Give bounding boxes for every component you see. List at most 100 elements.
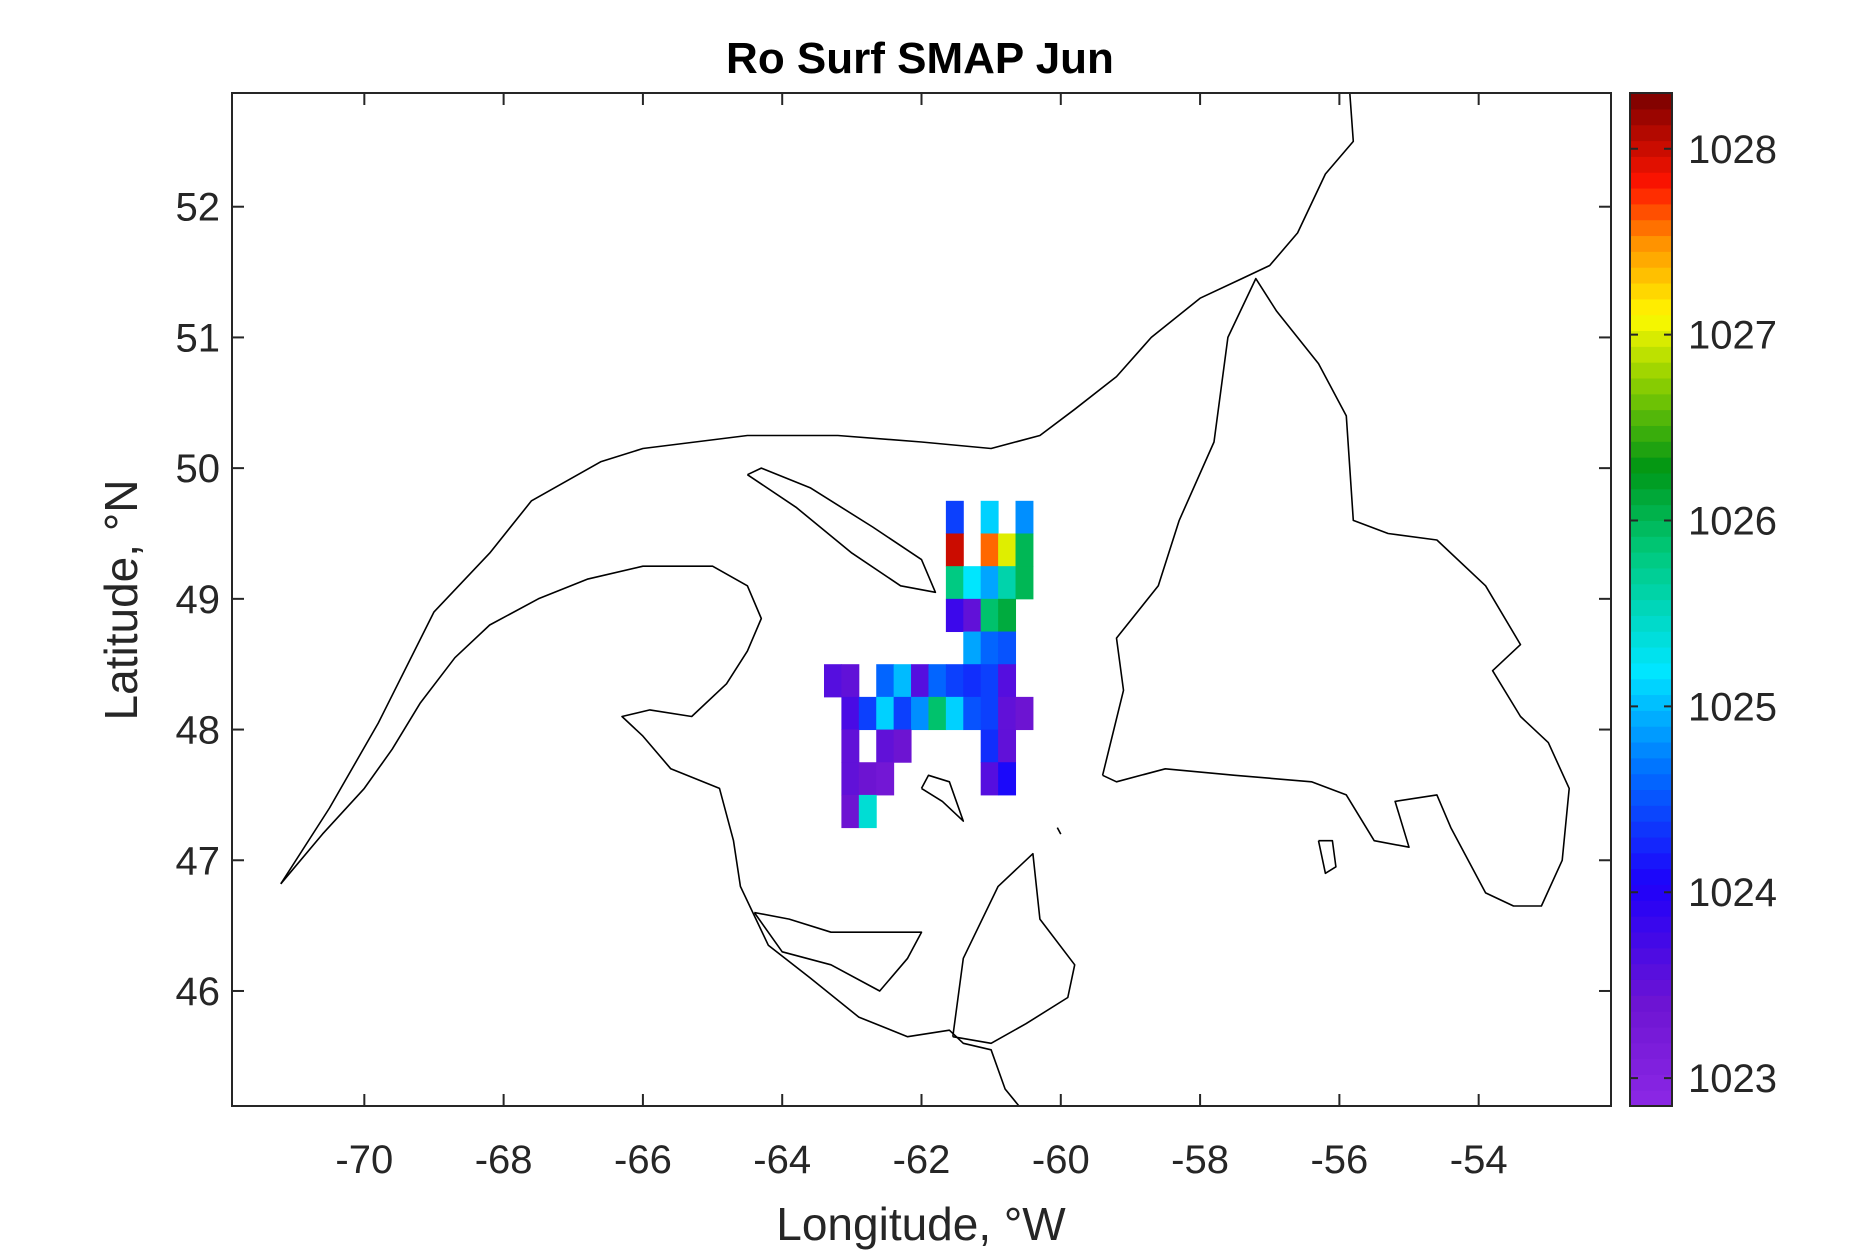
heatmap-cell <box>998 566 1017 600</box>
colorbar-segment <box>1630 93 1672 110</box>
y-tick-label: 49 <box>176 578 221 622</box>
coastline-map <box>280 92 1570 1107</box>
heatmap-cell <box>911 696 929 731</box>
colorbar-segment <box>1630 1026 1672 1044</box>
heatmap-cell <box>998 598 1017 633</box>
colorbar-segment <box>1630 931 1672 949</box>
colorbar-segment <box>1630 599 1672 616</box>
colorbar: 1023 1024 1025 1026 1027 1028 <box>1629 92 1777 1107</box>
colorbar-tick-label: 1027 <box>1688 314 1777 358</box>
heatmap-cell <box>980 696 999 731</box>
heatmap-cell <box>980 664 999 698</box>
colorbar-segment <box>1630 377 1672 395</box>
heatmap-cell <box>945 533 964 567</box>
colorbar-segment <box>1630 330 1672 347</box>
heatmap-cell <box>876 696 895 731</box>
heatmap-cell <box>963 566 982 600</box>
heatmap-cell <box>876 762 895 796</box>
colorbar-segment <box>1630 124 1672 142</box>
colorbar-segment <box>1630 393 1672 411</box>
heatmap-cell <box>893 696 912 731</box>
colorbar-segment <box>1630 963 1672 980</box>
coastline-path <box>280 565 1020 1107</box>
colorbar-segment <box>1630 1090 1672 1107</box>
colorbar-segment <box>1630 789 1672 806</box>
coastline-path <box>280 92 1355 885</box>
coastline-path <box>753 911 923 992</box>
colorbar-segment <box>1630 552 1672 569</box>
colorbar-segment <box>1630 488 1672 506</box>
colorbar-segment <box>1630 235 1672 252</box>
colorbar-tick-label: 1024 <box>1688 871 1777 915</box>
heatmap-cell <box>1015 696 1034 731</box>
colorbar-segment <box>1630 472 1672 490</box>
colorbar-segment <box>1630 1058 1672 1075</box>
colorbar-segment <box>1630 282 1672 300</box>
x-tick-label: -68 <box>475 1138 533 1182</box>
x-tick-label: -60 <box>1032 1138 1090 1182</box>
heatmap-cell <box>876 729 895 763</box>
y-tick-label: 51 <box>176 316 221 360</box>
colorbar-segment <box>1630 1042 1672 1060</box>
colorbar-segment <box>1630 567 1672 585</box>
heatmap-cell <box>980 729 999 763</box>
colorbar-segment <box>1630 314 1672 332</box>
colorbar-segment <box>1630 409 1672 426</box>
x-tick-label: -58 <box>1171 1138 1229 1182</box>
colorbar-segment <box>1630 726 1672 743</box>
heatmap-cell <box>858 696 877 731</box>
colorbar-segment <box>1630 868 1672 886</box>
heatmap-cell <box>963 631 982 665</box>
heatmap-cell <box>945 696 964 731</box>
coastline-path <box>920 774 965 822</box>
heatmap-cell <box>998 533 1017 567</box>
heatmap-cell <box>945 664 964 698</box>
heatmap-cell <box>945 566 964 600</box>
heatmap-cell <box>911 664 929 698</box>
heatmap-cell <box>963 696 982 731</box>
heatmap-cell <box>998 631 1017 665</box>
colorbar-segment <box>1630 267 1672 284</box>
y-tick-label: 46 <box>176 970 221 1014</box>
heatmap-cell <box>980 566 999 600</box>
colorbar-segment <box>1630 995 1672 1012</box>
colorbar-segment <box>1630 251 1672 268</box>
colorbar-segment <box>1630 187 1672 205</box>
colorbar-segment <box>1630 900 1672 917</box>
heatmap-cell <box>893 729 912 763</box>
x-tick-label: -64 <box>753 1138 811 1182</box>
colorbar-segment <box>1630 1074 1672 1091</box>
colorbar-segment <box>1630 203 1672 221</box>
colorbar-segment <box>1630 583 1672 601</box>
colorbar-segment <box>1630 536 1672 553</box>
colorbar-tick-label: 1023 <box>1688 1057 1777 1101</box>
coastline-path <box>1317 839 1337 875</box>
colorbar-segment <box>1630 1011 1672 1028</box>
chart-title: Ro Surf SMAP Jun <box>726 34 1114 83</box>
heatmap-cell <box>823 664 842 698</box>
heatmap-cells <box>823 500 1034 829</box>
heatmap-cell <box>998 696 1017 731</box>
y-axis-label: Latitude, °N <box>95 480 147 721</box>
heatmap-cell <box>1015 566 1034 600</box>
x-tick-label: -54 <box>1450 1138 1508 1182</box>
x-tick-label: -62 <box>893 1138 951 1182</box>
colorbar-segment <box>1630 979 1672 996</box>
heatmap-cell <box>998 729 1017 763</box>
colorbar-segment <box>1630 805 1672 822</box>
coastline-path <box>746 467 937 594</box>
colorbar-segment <box>1630 457 1672 474</box>
heatmap-cell <box>1015 533 1034 567</box>
colorbar-segment <box>1630 108 1672 126</box>
colorbar-segment <box>1630 884 1672 901</box>
x-tick-label: -66 <box>614 1138 672 1182</box>
colorbar-segment <box>1630 916 1672 933</box>
colorbar-segment <box>1630 836 1672 854</box>
heatmap-cell <box>945 500 964 534</box>
heatmap-cell <box>980 500 999 534</box>
colorbar-tick-label: 1025 <box>1688 685 1777 729</box>
heatmap-cell <box>858 794 877 829</box>
colorbar-segment <box>1630 646 1672 664</box>
heatmap-cell <box>980 631 999 665</box>
heatmap-cell <box>980 533 999 567</box>
